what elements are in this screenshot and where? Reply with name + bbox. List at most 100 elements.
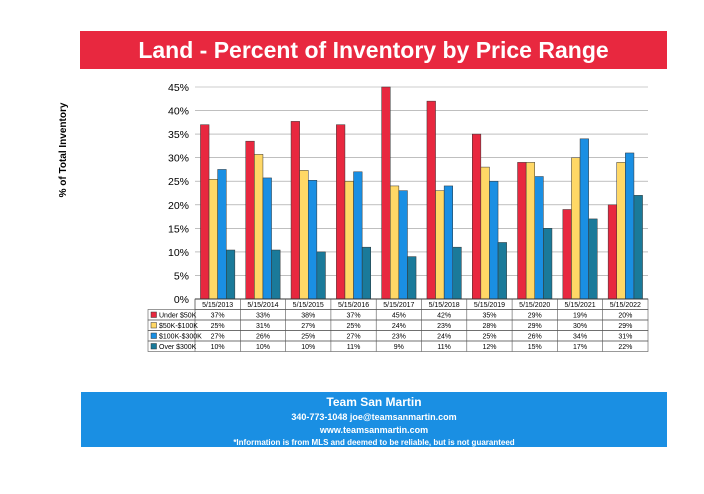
data-label: 24% [392,323,406,330]
data-label: 10% [301,344,315,351]
website: www.teamsanmartin.com [319,425,429,435]
data-label: 31% [618,334,632,341]
data-label: 19% [573,313,587,320]
bar [344,180,354,300]
data-label: 33% [256,313,270,320]
bar [588,218,598,300]
bar [245,140,255,300]
legend-swatch [150,311,157,318]
bar [443,185,453,300]
data-label: 35% [482,313,496,320]
data-label: 26% [256,334,270,341]
bar [435,190,445,300]
data-label: 20% [618,313,632,320]
x-tick-label: 5/15/2022 [610,302,641,309]
data-label: 38% [301,313,315,320]
data-label: 11% [347,344,361,351]
data-label: 37% [211,313,225,320]
data-label: 11% [437,344,451,351]
y-tick-label: 10% [168,247,189,259]
data-label: 12% [482,344,496,351]
y-tick-label: 45% [168,82,189,94]
x-tick-label: 5/15/2016 [338,302,369,309]
bar [226,249,236,300]
table-row [147,340,649,352]
y-tick-label: 5% [174,270,189,282]
bar [407,256,417,300]
data-label: 10% [256,344,270,351]
data-label: 25% [347,323,361,330]
y-tick-label: 40% [168,106,189,118]
legend-label: $100K-$300K [159,334,202,341]
x-tick-label: 5/15/2019 [474,302,505,309]
data-label: 34% [573,334,587,341]
disclaimer: *Information is from MLS and deemed to b… [233,438,515,447]
bar [316,251,326,300]
bar [562,209,572,300]
bar [497,242,507,300]
x-tick-label: 5/15/2017 [383,302,414,309]
x-tick-label: 5/15/2018 [429,302,460,309]
data-label: 45% [392,313,406,320]
bar [208,179,218,300]
bar [534,176,544,300]
data-label: 42% [437,313,451,320]
y-tick-label: 25% [168,176,189,188]
bar [607,204,618,300]
x-tick-label: 5/15/2020 [519,302,550,309]
legend-label: Under $50K [159,313,197,320]
bar [299,170,309,300]
data-label: 31% [256,323,270,330]
data-label: 30% [573,323,587,330]
data-label: 25% [482,334,496,341]
bar [271,249,281,300]
bar [381,86,391,300]
bar [426,100,436,300]
bar [625,152,635,300]
legend-swatch [150,322,157,329]
data-label: 10% [211,344,225,351]
bar [525,162,536,300]
bar [308,180,318,300]
y-tick-label: 0% [174,294,189,306]
bar [616,162,626,300]
bar [398,190,408,300]
legend-label: $50K-$100K [159,323,198,330]
legend-swatch [150,343,157,350]
legend-swatch [150,332,157,339]
y-tick-label: 15% [168,223,189,235]
bar [262,177,272,300]
data-label: 24% [437,334,451,341]
legend-label: Over $300K [159,344,197,351]
bar [633,195,643,300]
data-label: 15% [528,344,542,351]
x-tick-label: 5/15/2014 [247,302,278,309]
y-tick-label: 30% [168,153,189,165]
bar [353,171,363,300]
data-label: 23% [392,334,406,341]
bar [336,124,346,300]
data-label: 27% [301,323,315,330]
bar [200,124,210,300]
data-label: 25% [211,323,225,330]
bar [480,166,490,300]
data-label: 29% [528,323,542,330]
data-label: 28% [482,323,496,330]
y-tick-label: 35% [168,129,189,141]
bar [579,138,589,300]
bar [452,246,462,300]
bar [290,121,300,300]
team-name: Team San Martin [326,395,422,409]
bar [517,162,527,300]
footer-banner: Team San Martin 340-773-1048 joe@teamsan… [81,392,667,447]
bar [217,169,227,300]
data-label: 27% [211,334,225,341]
data-label: 23% [437,323,451,330]
y-tick-label: 20% [168,200,189,212]
data-label: 37% [347,313,361,320]
bar [543,228,553,300]
data-label: 25% [301,334,315,341]
data-label: 29% [528,313,542,320]
data-label: 17% [573,344,587,351]
